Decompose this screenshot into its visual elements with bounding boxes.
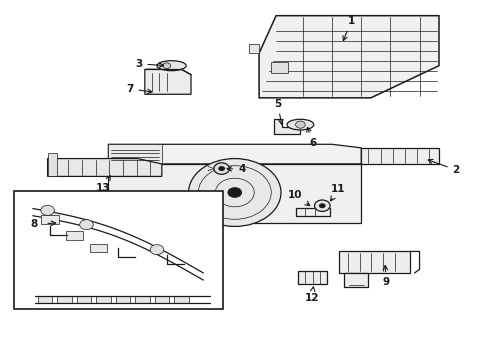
Polygon shape — [135, 296, 149, 303]
Text: 5: 5 — [273, 99, 283, 124]
Text: 13: 13 — [96, 176, 110, 193]
Polygon shape — [116, 296, 130, 303]
Bar — [14, 191, 222, 309]
Circle shape — [80, 220, 93, 230]
Text: 2: 2 — [427, 159, 459, 175]
Polygon shape — [47, 158, 162, 176]
Circle shape — [318, 203, 325, 208]
Ellipse shape — [157, 61, 186, 71]
Circle shape — [41, 205, 54, 215]
Text: 6: 6 — [306, 127, 316, 148]
Polygon shape — [344, 273, 368, 287]
Circle shape — [295, 121, 305, 128]
Polygon shape — [174, 296, 188, 303]
Circle shape — [218, 166, 224, 171]
Text: 11: 11 — [330, 184, 345, 201]
Text: 8: 8 — [30, 219, 37, 229]
Text: 7: 7 — [126, 84, 152, 94]
Polygon shape — [144, 69, 191, 94]
Polygon shape — [65, 231, 83, 240]
Circle shape — [227, 187, 242, 198]
Circle shape — [314, 200, 329, 211]
Polygon shape — [297, 271, 326, 284]
Polygon shape — [273, 119, 300, 134]
Polygon shape — [361, 148, 438, 164]
Polygon shape — [41, 215, 59, 224]
Polygon shape — [154, 296, 169, 303]
Ellipse shape — [286, 119, 313, 130]
Polygon shape — [108, 164, 361, 223]
Text: 9: 9 — [382, 265, 389, 287]
Polygon shape — [90, 244, 107, 252]
Text: 4: 4 — [226, 164, 245, 174]
Circle shape — [150, 245, 163, 255]
Text: 3: 3 — [135, 59, 163, 69]
Polygon shape — [271, 62, 287, 73]
Circle shape — [163, 63, 170, 68]
Polygon shape — [47, 153, 57, 176]
Polygon shape — [339, 251, 409, 273]
Polygon shape — [108, 144, 361, 164]
Text: 1: 1 — [342, 16, 354, 41]
Text: 10: 10 — [287, 190, 309, 206]
Polygon shape — [249, 44, 259, 53]
Circle shape — [213, 163, 229, 174]
Polygon shape — [108, 144, 162, 164]
Polygon shape — [259, 16, 438, 98]
Polygon shape — [295, 208, 329, 216]
Polygon shape — [96, 296, 111, 303]
Circle shape — [188, 158, 281, 226]
Polygon shape — [38, 296, 52, 303]
Polygon shape — [77, 296, 91, 303]
Text: 12: 12 — [304, 287, 318, 303]
Polygon shape — [57, 296, 72, 303]
